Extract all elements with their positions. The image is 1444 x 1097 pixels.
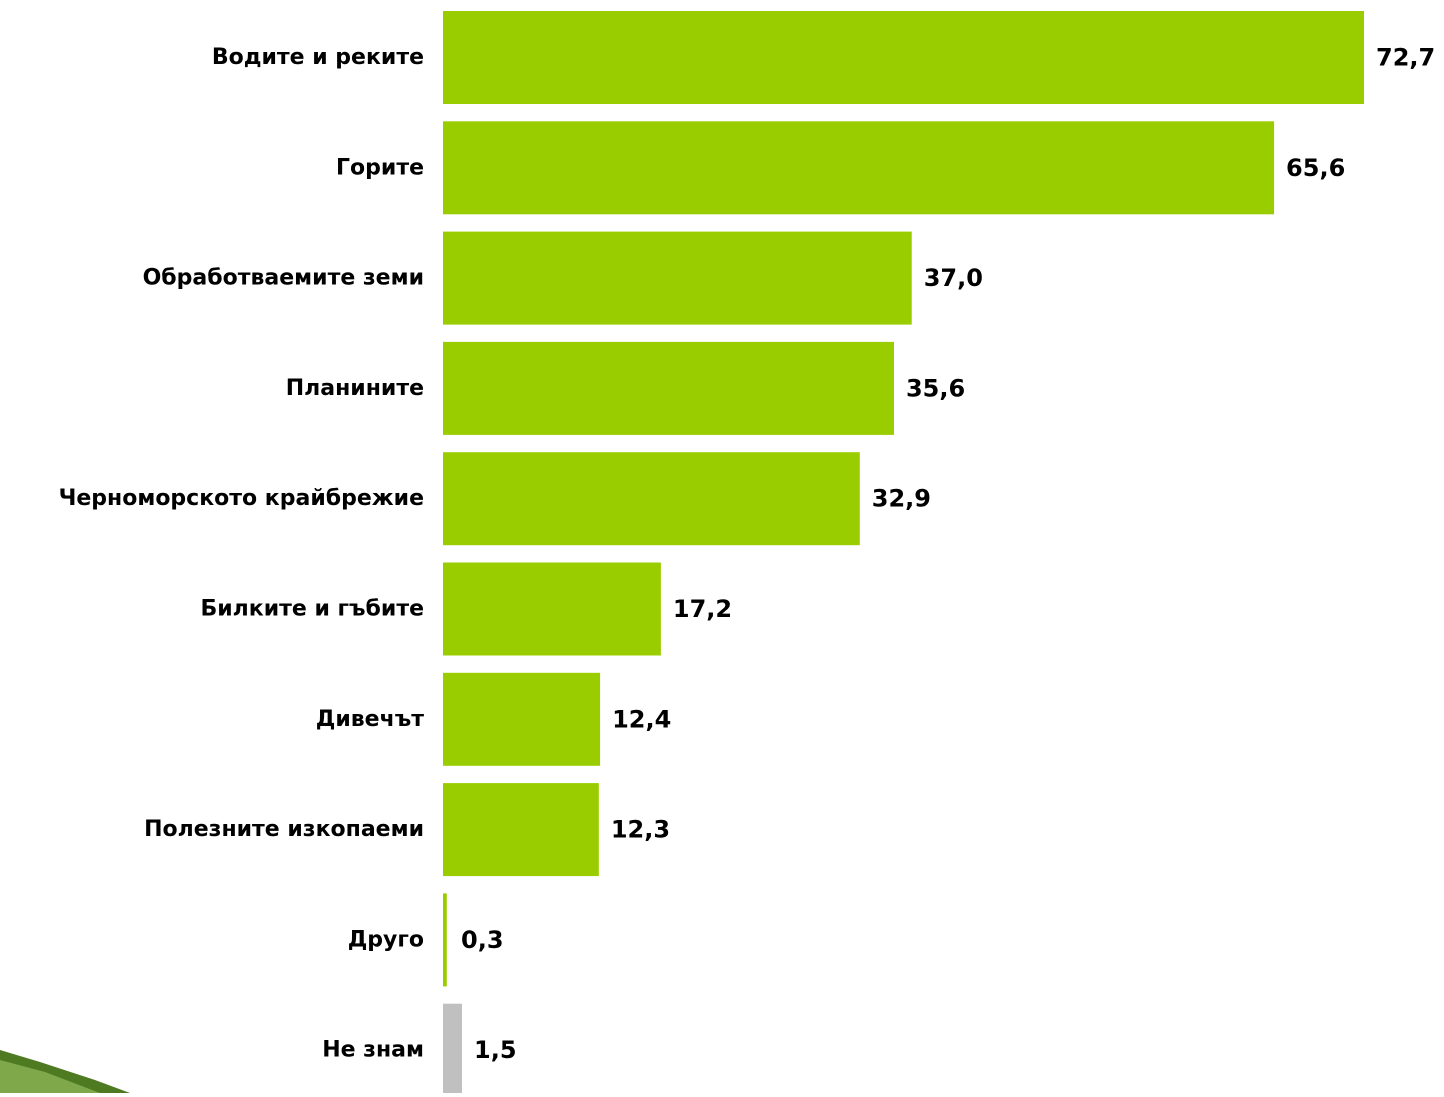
bars [443,11,1364,1097]
bar [443,231,912,325]
corner-leaf-highlight [0,1060,100,1093]
value-label: 35,6 [906,374,965,402]
category-label: Полезните изкопаеми [144,817,424,842]
value-labels: 72,7 65,6 37,0 35,6 32,9 17,2 12,4 12,3 0,3 1,5 [461,44,1435,1065]
value-label: 12,4 [612,705,671,733]
value-label: 65,6 [1286,154,1345,182]
category-label: Друго [348,927,424,952]
category-label: Черноморското крайбрежие [59,486,424,511]
value-label: 72,7 [1376,44,1435,72]
bar [443,341,894,435]
category-label: Не знам [322,1038,424,1063]
category-label: Планините [286,376,424,401]
category-label: Горите [336,155,424,180]
value-label: 0,3 [461,926,504,954]
bar [443,11,1364,104]
category-labels: Водите и реките Горите Обработваемите земи… [59,45,425,1063]
category-label: Билките и гъбите [200,597,424,622]
bar [443,452,860,546]
bar [443,121,1275,215]
category-label: Дивечът [316,707,424,732]
bar [443,562,661,656]
value-label: 1,5 [474,1036,517,1064]
category-label: Обработваемите земи [143,266,424,291]
value-label: 12,3 [611,816,670,844]
value-label: 17,2 [673,595,732,623]
value-label: 32,9 [872,485,931,513]
category-label: Водите и реките [212,45,424,70]
bar [443,893,447,987]
bar [443,1003,462,1097]
corner-decoration [0,1050,130,1093]
bar [443,783,599,877]
bar [443,672,601,766]
value-label: 37,0 [924,264,983,292]
